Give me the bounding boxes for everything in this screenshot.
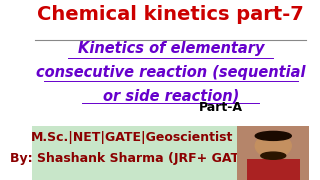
Ellipse shape <box>255 131 291 140</box>
Text: By: Shashank Sharma (JRF+ GATE): By: Shashank Sharma (JRF+ GATE) <box>10 152 254 165</box>
FancyBboxPatch shape <box>237 126 309 180</box>
Ellipse shape <box>261 152 286 159</box>
Text: consecutive reaction (sequential: consecutive reaction (sequential <box>36 65 306 80</box>
Circle shape <box>255 134 291 158</box>
FancyBboxPatch shape <box>32 126 309 180</box>
Text: Part-A: Part-A <box>199 101 243 114</box>
Text: M.Sc.|NET|GATE|Geoscientist: M.Sc.|NET|GATE|Geoscientist <box>31 130 233 143</box>
Text: Chemical kinetics part-7: Chemical kinetics part-7 <box>37 5 304 24</box>
FancyBboxPatch shape <box>247 159 300 180</box>
Text: Kinetics of elementary: Kinetics of elementary <box>78 41 264 56</box>
Text: or side reaction): or side reaction) <box>103 88 239 103</box>
